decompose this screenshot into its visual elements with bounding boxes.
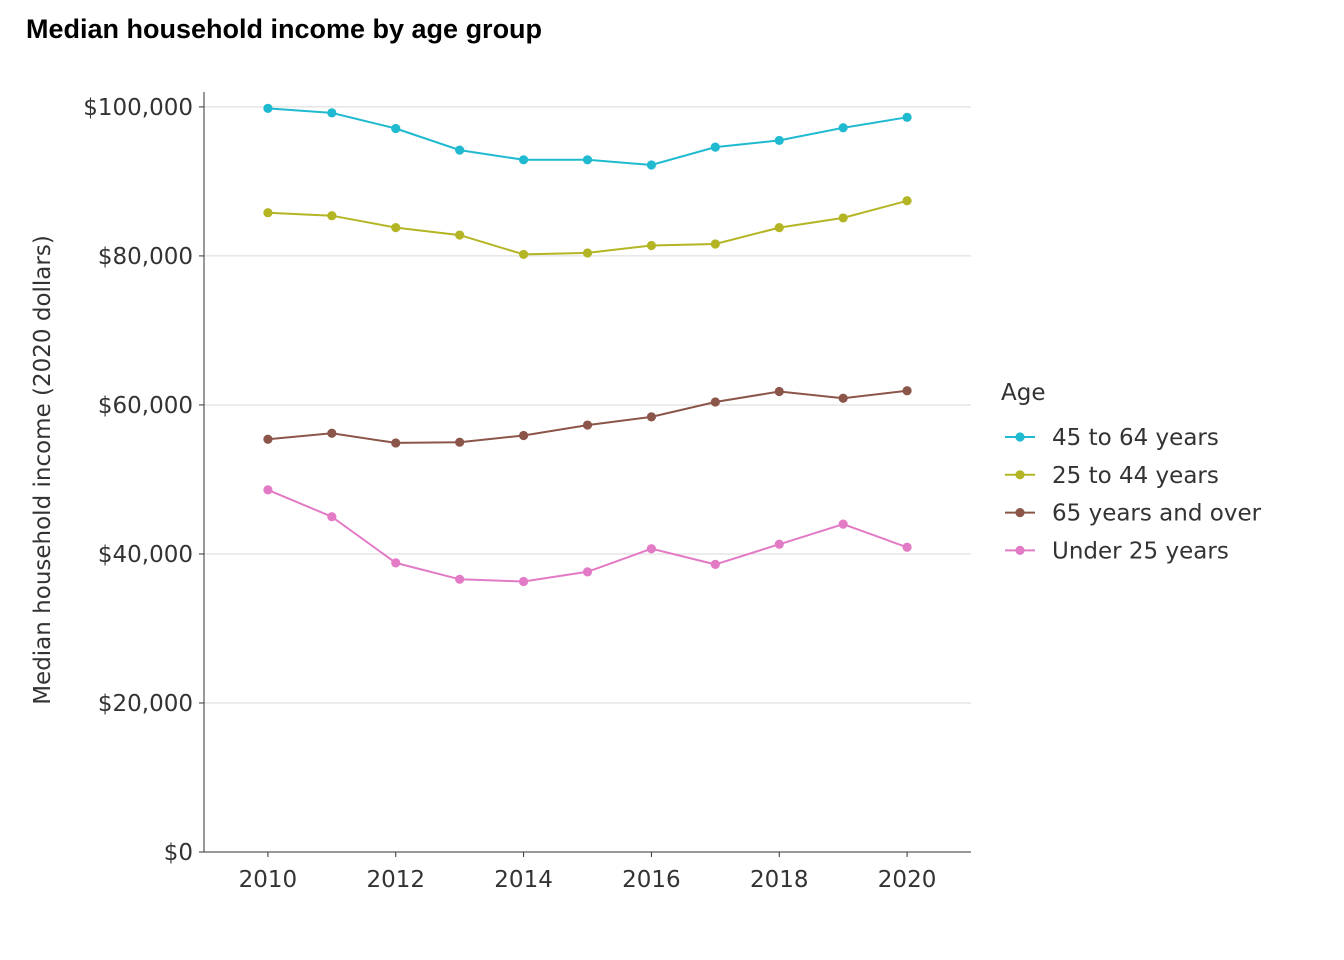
axes: $0 $20,000 $40,000 $60,000 $80,000 $100,000 20… (83, 92, 971, 893)
series-line (267, 199, 908, 256)
data-point (710, 397, 720, 407)
y-tick-label: $40,000 (98, 542, 193, 568)
data-point (582, 567, 593, 577)
data-point (327, 211, 337, 221)
legend-key-point (1015, 545, 1025, 556)
legend-item: 45 to 64 years (1005, 425, 1219, 451)
data-point (327, 512, 337, 522)
series-25-to-44-years (263, 196, 912, 260)
data-point (518, 155, 529, 165)
data-point (582, 248, 593, 258)
legend-label: Under 25 years (1052, 538, 1229, 564)
data-point (391, 123, 401, 134)
data-point (710, 239, 720, 249)
data-point (646, 544, 657, 554)
legend-item: 65 years and over (1005, 501, 1262, 527)
legend-title: Age (1001, 380, 1045, 406)
data-point (582, 155, 593, 165)
data-point (263, 485, 273, 495)
x-tick-label: 2016 (622, 867, 681, 893)
data-point (838, 123, 848, 133)
y-tick-label: $60,000 (98, 393, 193, 419)
chart-title: Median household income by age group (26, 14, 542, 44)
legend-key-point (1015, 470, 1025, 480)
series-45-to-64-years (263, 103, 912, 170)
data-point (518, 430, 529, 441)
x-tick-label: 2018 (750, 867, 809, 893)
data-point (838, 213, 848, 223)
data-point (327, 108, 337, 118)
data-point (391, 223, 401, 233)
legend-item: 25 to 44 years (1005, 463, 1219, 489)
data-point (455, 437, 465, 447)
data-point (774, 386, 784, 397)
y-tick-label: $20,000 (98, 691, 193, 717)
data-point (838, 393, 848, 403)
legend-item: Under 25 years (1005, 538, 1229, 564)
legend-key-point (1015, 432, 1025, 442)
data-point (902, 112, 912, 122)
data-point (263, 103, 273, 113)
data-point (518, 576, 529, 587)
data-point (518, 249, 529, 260)
series-65-years-and-over (263, 386, 912, 448)
y-tick-label: $100,000 (83, 95, 193, 121)
data-point (391, 438, 401, 448)
data-point (902, 386, 912, 396)
x-tick-label: 2014 (494, 867, 553, 893)
series-line (267, 389, 908, 444)
series-under-25-years (263, 485, 912, 587)
data-point (455, 145, 465, 155)
data-point (774, 539, 784, 549)
data-point (646, 412, 657, 422)
data-point (902, 196, 912, 206)
y-tick-label: $0 (164, 840, 193, 866)
data-point (774, 223, 784, 233)
data-point (582, 420, 593, 430)
data-point (774, 135, 784, 146)
data-point (838, 519, 848, 529)
legend-label: 65 years and over (1052, 501, 1262, 527)
x-tick-label: 2012 (366, 867, 425, 893)
series-layer (263, 103, 912, 587)
data-point (327, 428, 337, 438)
data-point (455, 230, 465, 240)
legend: Age 45 to 64 years 25 to 44 years 65 years… (1001, 380, 1262, 564)
data-point (391, 558, 401, 568)
data-point (263, 434, 273, 444)
data-point (646, 160, 657, 170)
legend-label: 25 to 44 years (1052, 463, 1219, 489)
data-point (710, 559, 720, 569)
x-tick-label: 2010 (239, 867, 298, 893)
grid-lines (204, 106, 971, 704)
y-axis-title: Median household income (2020 dollars) (30, 235, 56, 705)
data-point (263, 208, 273, 218)
data-point (902, 542, 912, 552)
legend-label: 45 to 64 years (1052, 425, 1219, 451)
data-point (455, 574, 465, 584)
x-tick-label: 2020 (878, 867, 937, 893)
legend-key-point (1015, 507, 1025, 518)
y-tick-label: $80,000 (98, 244, 193, 270)
data-point (710, 142, 720, 152)
data-point (646, 240, 657, 251)
